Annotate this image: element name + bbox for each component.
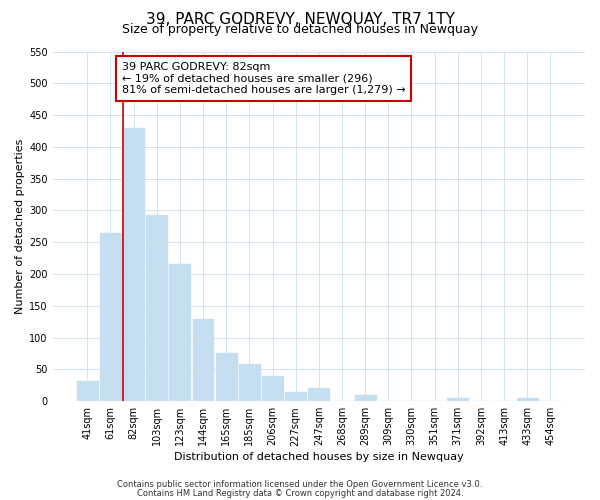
Text: Size of property relative to detached houses in Newquay: Size of property relative to detached ho…: [122, 22, 478, 36]
Bar: [308, 388, 329, 401]
Y-axis label: Number of detached properties: Number of detached properties: [15, 138, 25, 314]
Text: Contains public sector information licensed under the Open Government Licence v3: Contains public sector information licen…: [118, 480, 482, 489]
Bar: [517, 398, 538, 401]
Bar: [448, 398, 468, 401]
Bar: [216, 353, 236, 401]
Bar: [355, 395, 376, 401]
Bar: [77, 381, 98, 401]
Text: 39, PARC GODREVY, NEWQUAY, TR7 1TY: 39, PARC GODREVY, NEWQUAY, TR7 1TY: [146, 12, 454, 28]
X-axis label: Distribution of detached houses by size in Newquay: Distribution of detached houses by size …: [174, 452, 464, 462]
Text: Contains HM Land Registry data © Crown copyright and database right 2024.: Contains HM Land Registry data © Crown c…: [137, 488, 463, 498]
Bar: [193, 318, 214, 401]
Bar: [239, 364, 260, 401]
Bar: [123, 128, 144, 401]
Bar: [169, 264, 190, 401]
Text: 39 PARC GODREVY: 82sqm
← 19% of detached houses are smaller (296)
81% of semi-de: 39 PARC GODREVY: 82sqm ← 19% of detached…: [122, 62, 406, 95]
Bar: [100, 232, 121, 401]
Bar: [285, 392, 306, 401]
Bar: [146, 215, 167, 401]
Bar: [262, 376, 283, 401]
